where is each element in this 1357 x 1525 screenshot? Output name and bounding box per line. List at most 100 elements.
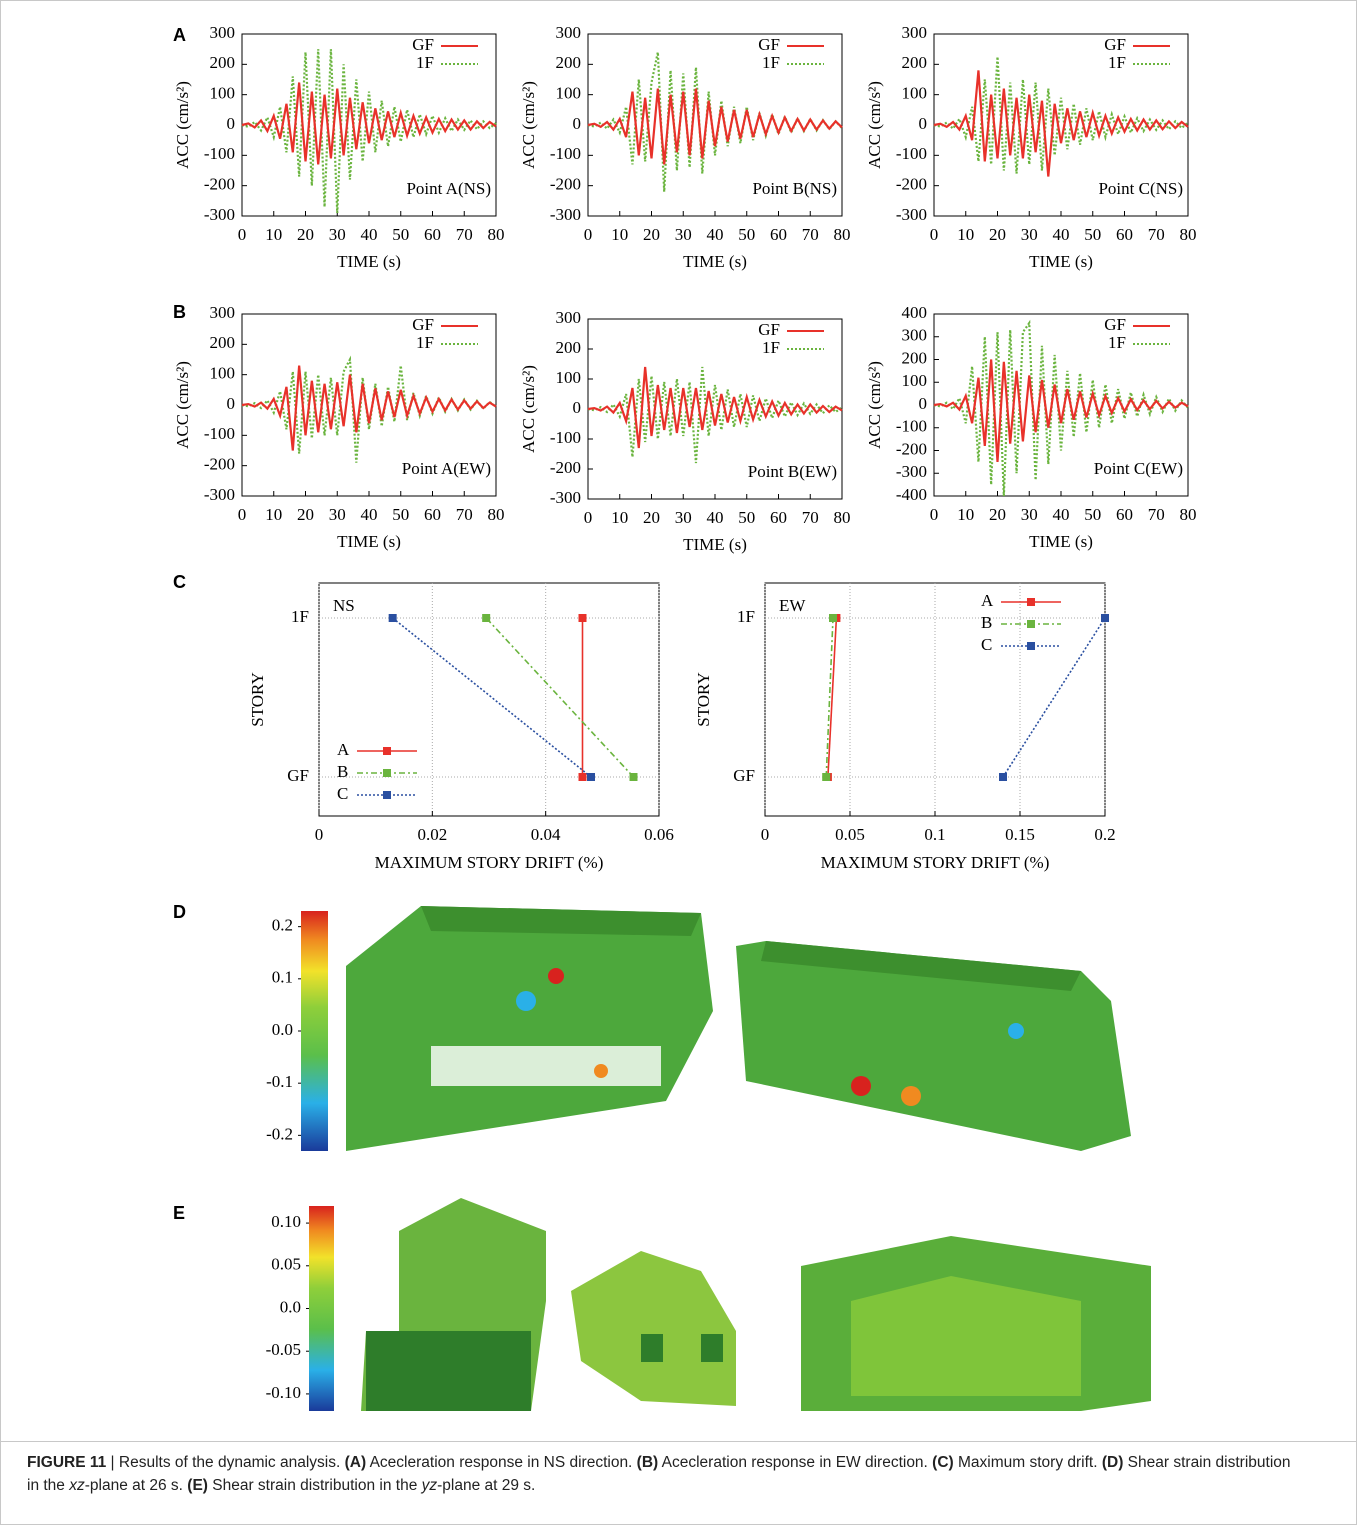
- x-tick-label: 10: [611, 225, 628, 244]
- legend-label: C: [981, 635, 992, 654]
- x-tick-label: 10: [265, 225, 282, 244]
- annotation: Point A(NS): [406, 179, 491, 198]
- legend-marker: [1027, 598, 1035, 606]
- marker: [587, 773, 595, 781]
- x-tick-label: 0: [315, 825, 324, 844]
- caption-text: (D): [1101, 1454, 1124, 1471]
- colorbar-tick-label: -0.2: [266, 1124, 293, 1143]
- x-axis-label: TIME (s): [683, 252, 747, 271]
- y-axis-label: ACC (cm/s²): [519, 81, 538, 169]
- building-interior: [851, 1276, 1081, 1396]
- y-tick-label: 200: [556, 53, 582, 72]
- x-tick-label: 50: [392, 225, 409, 244]
- strain-spot: [516, 991, 536, 1011]
- y-tick-label: 0: [227, 394, 236, 413]
- building-roof: [761, 941, 1081, 991]
- series-line: [587, 88, 843, 165]
- x-tick-label: 40: [361, 505, 378, 524]
- y-axis-label: ACC (cm/s²): [865, 81, 884, 169]
- series-line: [392, 617, 592, 778]
- y-tick-label: -200: [204, 175, 235, 194]
- caption-text: Acecleration response in NS direction.: [366, 1454, 637, 1471]
- annotation: NS: [333, 596, 355, 615]
- strain-spot: [1008, 1023, 1024, 1039]
- x-tick-label: 40: [361, 225, 378, 244]
- x-tick-label: 60: [424, 225, 441, 244]
- y-tick-label: 100: [210, 84, 236, 103]
- y-tick-label: 200: [902, 348, 928, 367]
- y-tick-label: -100: [204, 144, 235, 163]
- colorbar: [301, 911, 328, 1151]
- y-tick-label: 300: [902, 23, 928, 42]
- x-tick-label: 70: [1148, 225, 1165, 244]
- series-line: [241, 82, 497, 165]
- annotation: EW: [779, 596, 806, 615]
- x-tick-label: 0: [584, 225, 593, 244]
- panel-label: E: [173, 1203, 185, 1223]
- x-tick-label: 20: [297, 505, 314, 524]
- series-line: [587, 366, 843, 449]
- series-line: [587, 366, 843, 464]
- series-line: [827, 617, 838, 778]
- legend-label: C: [337, 784, 348, 803]
- y-tick-label: -300: [550, 488, 581, 507]
- x-tick-label: 0.2: [1094, 825, 1115, 844]
- y-tick-label: 0: [919, 114, 928, 133]
- y-tick-label: -100: [204, 424, 235, 443]
- y-tick-label: -400: [896, 485, 927, 504]
- y-tick-label: 1F: [737, 607, 755, 626]
- x-tick-label: 0: [584, 508, 593, 527]
- strain-spot: [594, 1064, 608, 1078]
- building-models: [346, 906, 1151, 1411]
- x-axis-label: MAXIMUM STORY DRIFT (%): [821, 853, 1050, 872]
- y-tick-label: GF: [287, 766, 309, 785]
- x-tick-label: 80: [488, 225, 505, 244]
- y-tick-label: -100: [550, 428, 581, 447]
- x-tick-label: 60: [1116, 505, 1133, 524]
- x-tick-label: 70: [456, 505, 473, 524]
- y-tick-label: 300: [210, 23, 236, 42]
- x-tick-label: 30: [329, 225, 346, 244]
- annotation: Point B(EW): [748, 462, 837, 481]
- x-tick-label: 10: [265, 505, 282, 524]
- y-tick-label: 100: [902, 84, 928, 103]
- x-tick-label: 40: [707, 508, 724, 527]
- x-tick-label: 0: [930, 225, 939, 244]
- marker: [829, 614, 837, 622]
- strain-spot: [901, 1086, 921, 1106]
- marker: [999, 773, 1007, 781]
- marker: [822, 773, 831, 781]
- y-tick-label: 300: [556, 23, 582, 42]
- x-tick-label: 0: [238, 505, 247, 524]
- panel-label: C: [173, 572, 186, 592]
- y-axis-label: STORY: [248, 672, 267, 727]
- y-tick-label: -100: [896, 144, 927, 163]
- marker: [629, 773, 638, 781]
- annotation: Point A(EW): [402, 459, 491, 478]
- x-tick-label: 80: [1180, 225, 1197, 244]
- marker: [1101, 614, 1109, 622]
- y-tick-label: -200: [896, 175, 927, 194]
- caption-text: | Results of the dynamic analysis.: [106, 1454, 345, 1471]
- panel-label: B: [173, 302, 186, 322]
- legend-label: A: [337, 740, 350, 759]
- legend-label: 1F: [416, 333, 434, 352]
- building-model: [346, 906, 713, 1151]
- x-tick-label: 70: [456, 225, 473, 244]
- x-tick-label: 40: [1053, 505, 1070, 524]
- x-tick-label: 20: [989, 225, 1006, 244]
- panel-label: D: [173, 902, 186, 922]
- colorbar-tick-label: 0.2: [272, 916, 293, 935]
- series-line: [933, 359, 1189, 462]
- y-tick-label: 200: [556, 338, 582, 357]
- x-tick-label: 30: [1021, 225, 1038, 244]
- y-tick-label: 200: [210, 53, 236, 72]
- x-tick-label: 50: [738, 508, 755, 527]
- series-line: [1002, 617, 1106, 778]
- legend-marker: [383, 747, 391, 755]
- window: [701, 1334, 723, 1362]
- x-axis-label: TIME (s): [1029, 252, 1093, 271]
- caption-text: (B): [636, 1454, 659, 1471]
- x-axis-label: TIME (s): [337, 252, 401, 271]
- y-tick-label: -300: [896, 462, 927, 481]
